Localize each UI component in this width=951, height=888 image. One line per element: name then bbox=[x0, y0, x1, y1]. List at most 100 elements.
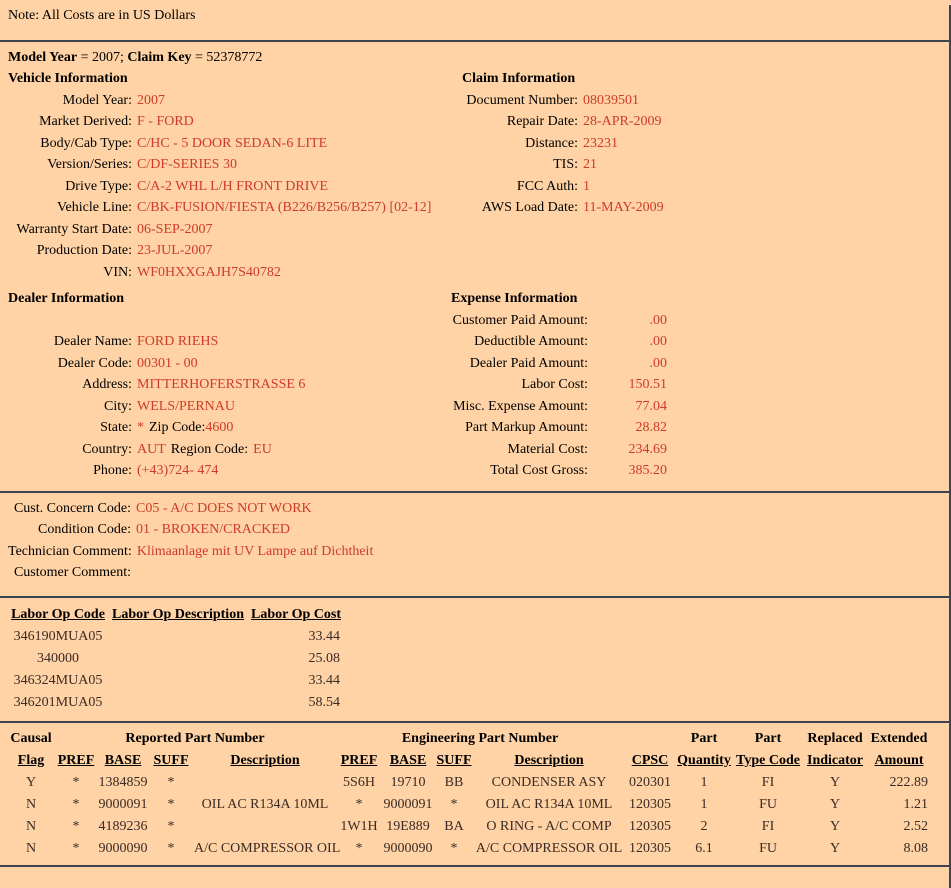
field-value: 11-MAY-2009 bbox=[583, 200, 664, 215]
labor-op-description bbox=[108, 626, 248, 648]
labor-op-description bbox=[108, 670, 248, 692]
info-row: State: * Zip Code:4600 bbox=[8, 417, 450, 439]
divider bbox=[0, 39, 949, 42]
description-header: Description bbox=[230, 752, 300, 768]
cpsc: 120305 bbox=[629, 840, 672, 856]
field-label: Customer Comment: bbox=[13, 565, 131, 580]
costs-note: Note: All Costs are in US Dollars bbox=[8, 8, 196, 23]
info-row: Production Date: 23-JUL-2007 bbox=[8, 240, 450, 262]
field-label: Region Code: bbox=[170, 441, 249, 457]
info-row: Dealer Code: 00301 - 00 bbox=[8, 353, 450, 375]
field-value: F - FORD bbox=[137, 114, 194, 129]
claim-header: Model Year = 2007; Claim Key = 52378772 bbox=[0, 47, 949, 69]
amount-value: 385.20 bbox=[628, 463, 668, 478]
amount-value: 77.04 bbox=[635, 398, 668, 414]
part-quantity: 6.1 bbox=[695, 840, 713, 856]
reported-pref: * bbox=[72, 840, 80, 856]
field-label: Market Derived: bbox=[39, 114, 132, 129]
section-title: Claim Information bbox=[462, 71, 576, 86]
field-label: Dealer Name: bbox=[53, 334, 132, 349]
field-value: Klimaanlage mit UV Lampe auf Dichtheit bbox=[136, 543, 374, 559]
field-label: Repair Date: bbox=[506, 114, 578, 129]
extended-amount: 1.21 bbox=[903, 796, 929, 812]
field-label: Zip Code: bbox=[149, 420, 206, 435]
causal-flag: N bbox=[25, 796, 37, 812]
field-value: 23231 bbox=[583, 135, 618, 151]
field-value: 01 - BROKEN/CRACKED bbox=[136, 522, 291, 537]
amount-value: .00 bbox=[649, 355, 668, 371]
engineering-pref: 1W1H bbox=[340, 818, 378, 834]
amount-value: .00 bbox=[649, 334, 668, 349]
amount-value: 28.82 bbox=[635, 420, 668, 435]
description-header: Description bbox=[514, 752, 584, 768]
pref-header: PREF bbox=[57, 752, 95, 768]
cpsc-header: CPSC bbox=[631, 752, 669, 768]
causal-flag: N bbox=[25, 840, 37, 856]
causal-flag: N bbox=[25, 818, 37, 834]
section-title: Dealer Information bbox=[8, 291, 124, 306]
cpsc: 020301 bbox=[629, 774, 672, 790]
field-label: Drive Type: bbox=[65, 178, 132, 194]
divider bbox=[0, 864, 949, 867]
reported-suff: * bbox=[167, 818, 175, 834]
field-value: FORD RIEHS bbox=[137, 334, 219, 349]
part-type-code: FU bbox=[759, 840, 777, 856]
info-row: Market Derived: F - FORD bbox=[8, 111, 450, 133]
field-value: C05 - A/C DOES NOT WORK bbox=[136, 500, 312, 516]
labor-op-code: 346201MUA05 bbox=[13, 694, 103, 710]
labor-op-code: 346190MUA05 bbox=[13, 628, 103, 644]
info-grid: Vehicle Information Model Year: 2007 Mark… bbox=[0, 68, 949, 482]
engineering-pref: 5S6H bbox=[343, 774, 375, 790]
field-value: WF0HXXGAJH7S40782 bbox=[137, 264, 281, 280]
engineering-suff: * bbox=[450, 796, 458, 812]
info-row: City: WELS/PERNAU bbox=[8, 396, 450, 418]
engineering-description: A/C COMPRESSOR OIL bbox=[475, 840, 623, 856]
amount-value: 150.51 bbox=[628, 377, 668, 392]
info-row: Distance: 23231 bbox=[450, 133, 949, 155]
engineering-base: 19710 bbox=[390, 774, 426, 790]
field-value: 4600 bbox=[205, 420, 234, 435]
info-row: FCC Auth: 1 bbox=[450, 176, 949, 198]
table-row: 340000 25.08 bbox=[8, 648, 344, 670]
info-row: Phone: (+43)724- 474 bbox=[8, 460, 450, 482]
reported-pref: * bbox=[72, 796, 80, 812]
field-label: State: bbox=[100, 420, 132, 435]
part-quantity: 1 bbox=[700, 774, 708, 790]
dealer-information-section: Dealer Information Dealer Name: FORD RIEH… bbox=[0, 288, 450, 482]
section-title: Expense Information bbox=[451, 291, 578, 306]
amount-header: Amount bbox=[874, 752, 924, 768]
info-row: Technician Comment: Klimaanlage mit UV La… bbox=[8, 541, 949, 563]
info-row: Cust. Concern Code: C05 - A/C DOES NOT WO… bbox=[8, 498, 949, 520]
part-type-code: FI bbox=[761, 774, 775, 790]
engineering-description: OIL AC R134A 10ML bbox=[485, 796, 613, 812]
reported-base: 9000091 bbox=[98, 796, 148, 812]
flag-header: Flag bbox=[17, 752, 45, 768]
field-value: * bbox=[137, 420, 144, 435]
reported-pref: * bbox=[72, 774, 80, 790]
engineering-description: CONDENSER ASY bbox=[491, 774, 607, 790]
field-label: Customer Paid Amount: bbox=[452, 312, 588, 328]
model-year-key-label: Model Year bbox=[8, 49, 78, 65]
causal-group-header: Causal bbox=[10, 730, 52, 746]
table-row: Y * 1384859 * 5S6H 19710 BB CONDENSER AS… bbox=[8, 772, 932, 794]
vehicle-information-section: Vehicle Information Model Year: 2007 Mark… bbox=[0, 68, 450, 283]
extended-group-header: Extended bbox=[870, 730, 928, 746]
field-value: C/A-2 WHL L/H FRONT DRIVE bbox=[137, 178, 329, 194]
claim-key-label: Claim Key bbox=[127, 49, 192, 65]
info-row: Vehicle Line: C/BK-FUSION/FIESTA (B226/B2… bbox=[8, 197, 450, 219]
amount-value: .00 bbox=[649, 312, 668, 328]
field-label: Distance: bbox=[525, 135, 578, 151]
cpsc: 120305 bbox=[629, 818, 672, 834]
engineering-suff: BB bbox=[444, 774, 464, 790]
table-row: 346190MUA05 33.44 bbox=[8, 626, 344, 648]
field-label: Technician Comment: bbox=[8, 543, 132, 559]
field-value: C/BK-FUSION/FIESTA (B226/B256/B257) [02-… bbox=[137, 200, 432, 215]
info-row: Condition Code: 01 - BROKEN/CRACKED bbox=[8, 519, 949, 541]
reported-base: 9000090 bbox=[98, 840, 148, 856]
field-value: 1 bbox=[583, 178, 590, 194]
engineering-base: 9000090 bbox=[383, 840, 433, 856]
field-label: Model Year: bbox=[62, 92, 132, 108]
base-header: BASE bbox=[389, 752, 427, 768]
extended-amount: 8.08 bbox=[903, 840, 929, 856]
labor-op-cost: 58.54 bbox=[308, 694, 341, 710]
